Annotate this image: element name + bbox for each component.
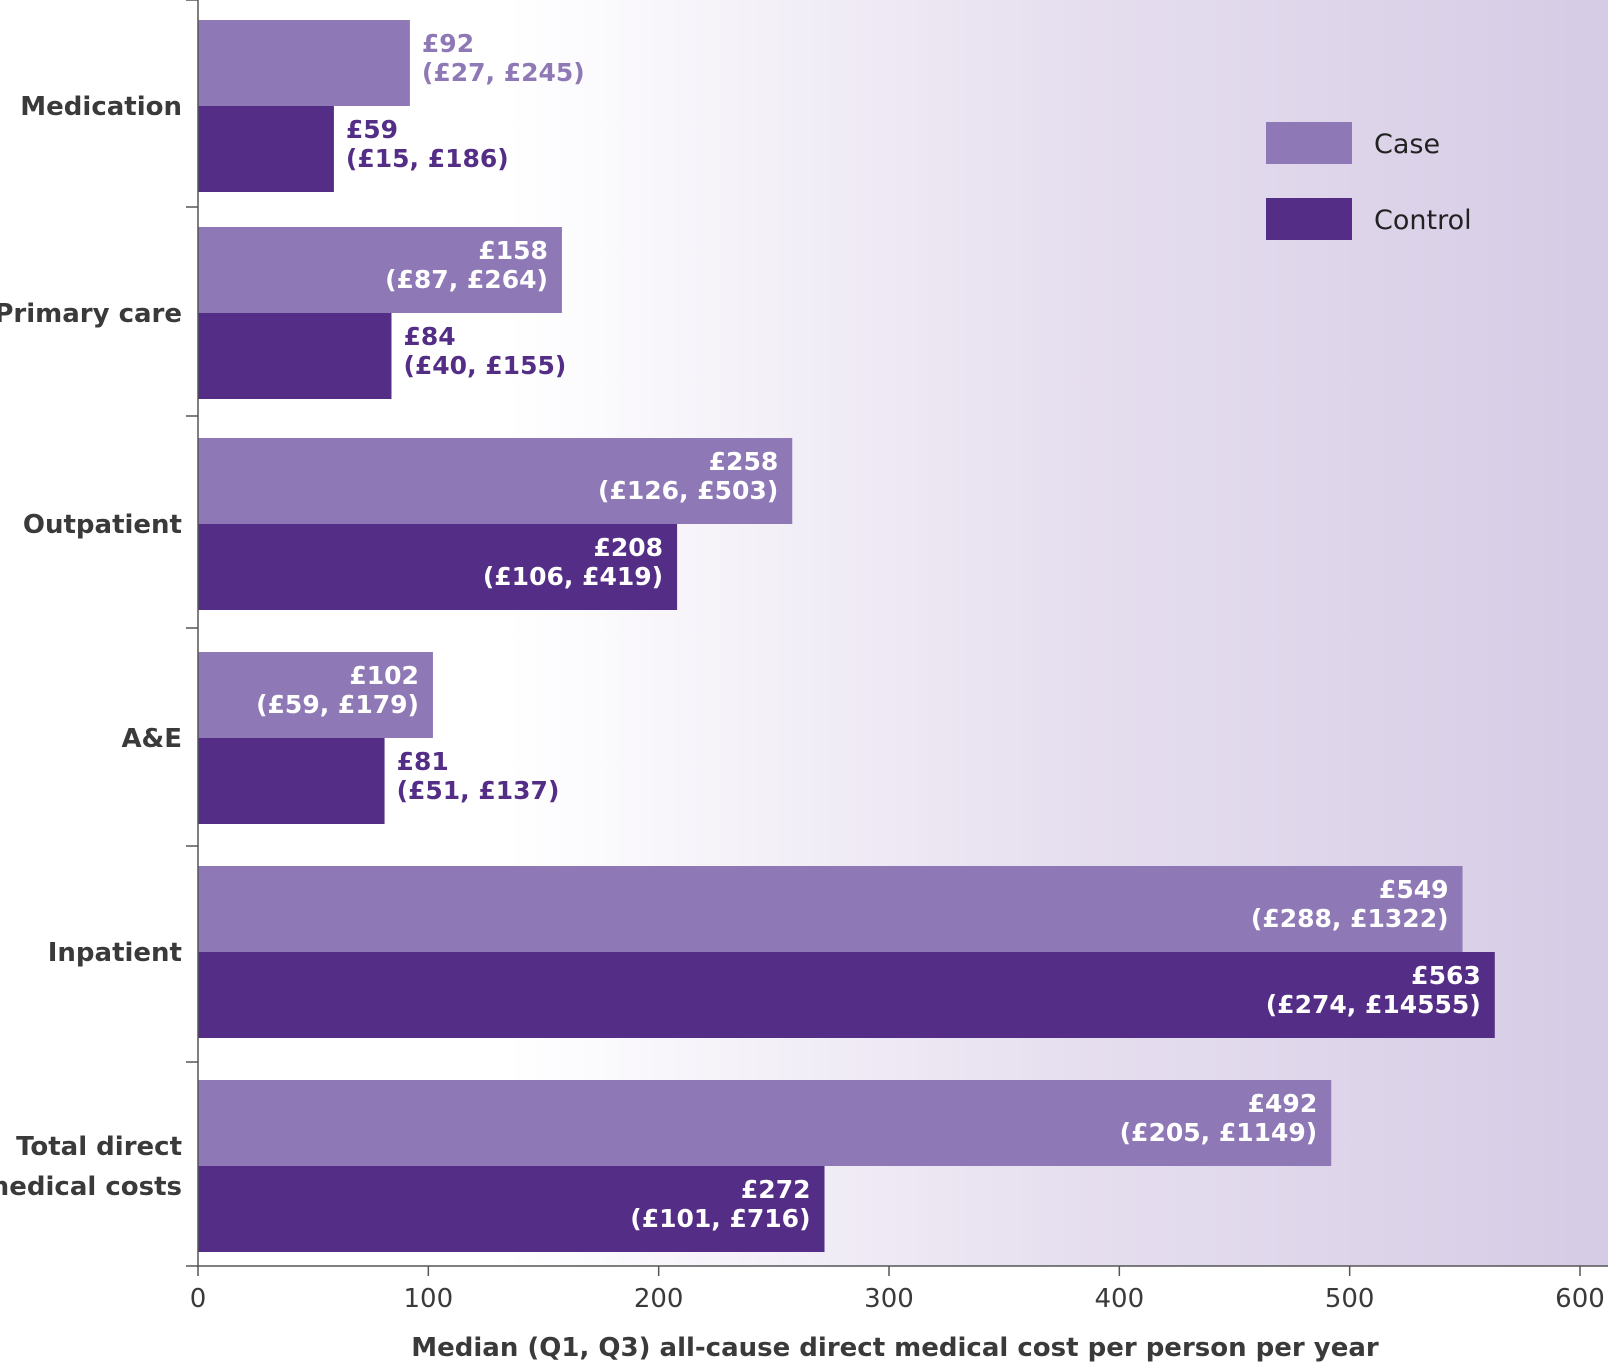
data-label: (£40, £155) xyxy=(403,351,566,380)
plot-background xyxy=(198,0,1608,1266)
category-label: Outpatient xyxy=(23,510,182,540)
bar-case xyxy=(198,227,562,313)
legend: Case Control xyxy=(1266,122,1472,240)
data-label: (£274, £14555) xyxy=(1266,990,1481,1019)
data-label: £81 xyxy=(397,747,449,776)
x-axis-title: Median (Q1, Q3) all-cause direct medical… xyxy=(411,1333,1379,1363)
data-label: (£106, £419) xyxy=(483,562,663,591)
x-tick-label: 600 xyxy=(1555,1284,1605,1314)
data-label: (£205, £1149) xyxy=(1120,1118,1318,1147)
data-label: £84 xyxy=(403,322,455,351)
data-label: £492 xyxy=(1248,1089,1318,1118)
x-tick-label: 400 xyxy=(1095,1284,1145,1314)
data-label: (£15, £186) xyxy=(346,144,509,173)
data-label: £563 xyxy=(1411,961,1481,990)
data-label: £92 xyxy=(422,29,474,58)
bar-case xyxy=(198,652,433,738)
category-label: medical costs xyxy=(0,1172,182,1202)
x-tick-label: 200 xyxy=(634,1284,684,1314)
data-label: £549 xyxy=(1379,875,1449,904)
data-label: (£59, £179) xyxy=(256,690,419,719)
category-label: Inpatient xyxy=(48,938,182,968)
legend-label-case: Case xyxy=(1374,129,1440,160)
category-label: Total direct xyxy=(16,1132,182,1162)
bar-control xyxy=(198,524,678,610)
data-label: (£288, £1322) xyxy=(1251,904,1449,933)
data-label: £59 xyxy=(346,115,398,144)
bar-case xyxy=(198,866,1463,952)
category-label: A&E xyxy=(121,724,182,754)
bar-case xyxy=(198,20,410,106)
data-label: £272 xyxy=(741,1175,811,1204)
bar-case xyxy=(198,1080,1332,1166)
labels: £92(£27, £245) £59(£15, £186) Medication £1… xyxy=(0,29,1481,1233)
data-label: (£101, £716) xyxy=(630,1204,810,1233)
x-tick-label: 100 xyxy=(404,1284,454,1314)
data-label: £158 xyxy=(478,236,548,265)
x-tick-label: 300 xyxy=(864,1284,914,1314)
bars xyxy=(198,20,1495,1252)
legend-swatch-case xyxy=(1266,122,1352,164)
bar-control xyxy=(198,1166,825,1252)
category-label: Medication xyxy=(20,92,182,122)
data-label: £102 xyxy=(349,661,419,690)
axes: 0 100 200 300 400 500 600 xyxy=(186,0,1608,1314)
data-label: £258 xyxy=(709,447,779,476)
data-label: (£87, £264) xyxy=(385,265,548,294)
legend-swatch-control xyxy=(1266,198,1352,240)
x-tick-label: 500 xyxy=(1325,1284,1375,1314)
bar-case xyxy=(198,438,793,524)
bar-control xyxy=(198,313,392,399)
data-label: (£51, £137) xyxy=(397,776,560,805)
bar-control xyxy=(198,738,385,824)
x-tick-label: 0 xyxy=(190,1284,207,1314)
category-label: Primary care xyxy=(0,299,182,329)
data-label: (£27, £245) xyxy=(422,58,585,87)
data-label: £208 xyxy=(593,533,663,562)
bar-control xyxy=(198,952,1495,1038)
bar-control xyxy=(198,106,334,192)
legend-label-control: Control xyxy=(1374,205,1472,236)
data-label: (£126, £503) xyxy=(598,476,778,505)
